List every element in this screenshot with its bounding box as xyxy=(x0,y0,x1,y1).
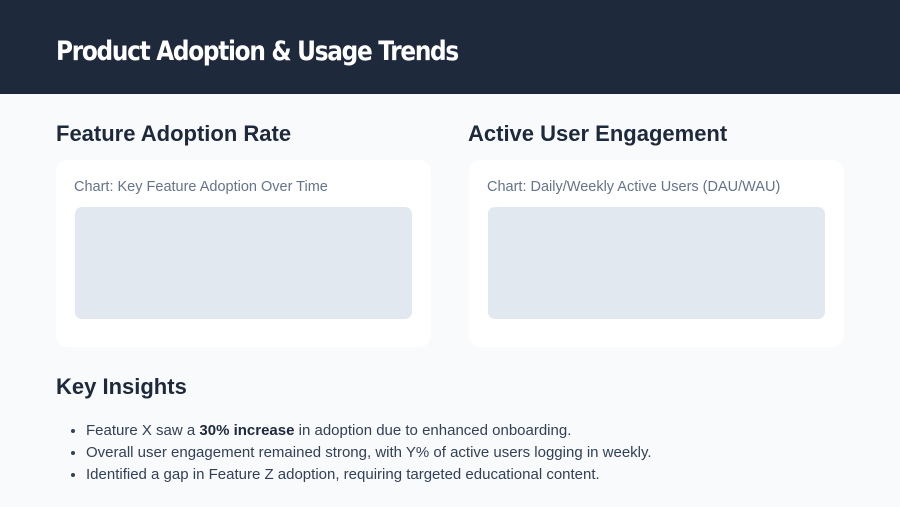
text: in adoption due to enhanced onboarding. xyxy=(294,422,572,439)
chart-card-adoption: Chart: Key Feature Adoption Over Time xyxy=(56,160,431,347)
section-heading-engagement: Active User Engagement xyxy=(468,121,728,146)
list-item: Feature X saw a 30% increase in adoption… xyxy=(86,420,652,442)
chart-placeholder xyxy=(488,207,825,319)
header-bar: Product Adoption & Usage Trends xyxy=(0,0,900,94)
insights-heading: Key Insights xyxy=(56,374,187,399)
chart-placeholder xyxy=(75,207,412,319)
chart-caption: Chart: Daily/Weekly Active Users (DAU/WA… xyxy=(487,179,781,195)
chart-card-engagement: Chart: Daily/Weekly Active Users (DAU/WA… xyxy=(469,160,844,347)
list-item: Identified a gap in Feature Z adoption, … xyxy=(86,464,652,486)
highlight: 30% increase xyxy=(199,422,295,439)
chart-caption: Chart: Key Feature Adoption Over Time xyxy=(74,179,328,195)
list-item: Overall user engagement remained strong,… xyxy=(86,442,652,464)
text: Feature X saw a xyxy=(86,422,200,439)
slide-title: Product Adoption & Usage Trends xyxy=(56,36,459,67)
section-heading-adoption: Feature Adoption Rate xyxy=(56,121,292,146)
insights-list: Feature X saw a 30% increase in adoption… xyxy=(86,420,652,486)
